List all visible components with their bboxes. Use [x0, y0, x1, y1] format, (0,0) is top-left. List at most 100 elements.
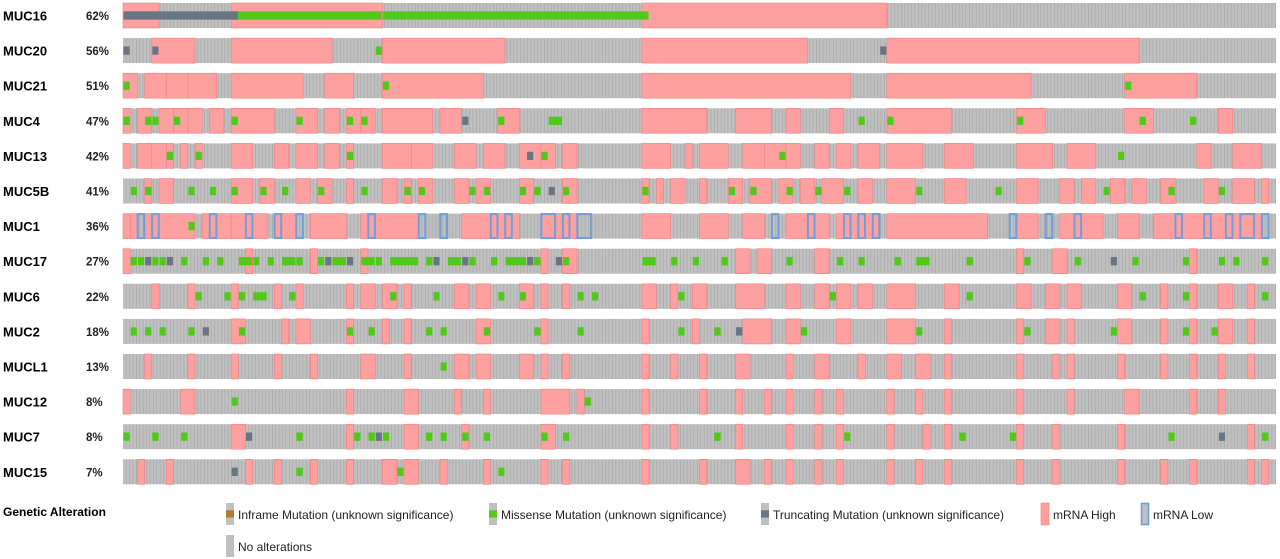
mrna-high-mark [165, 72, 189, 99]
missense-mark [267, 257, 274, 266]
mrna-high-mark [483, 388, 491, 415]
missense-mark [563, 257, 570, 266]
missense-mark [714, 432, 721, 441]
mrna-high-mark [944, 178, 967, 204]
mrna-high-mark [742, 213, 765, 239]
alteration-percent: 51% [86, 81, 109, 93]
missense-mark [519, 292, 527, 301]
truncating-mark [527, 151, 534, 161]
mrna-high-mark [144, 72, 167, 99]
mrna-high-mark [670, 353, 679, 380]
missense-mark [966, 257, 973, 266]
mrna-high-mark [295, 318, 311, 345]
mrna-high-mark [540, 283, 549, 310]
mrna-high-mark [317, 178, 333, 204]
mrna-high-mark [641, 353, 650, 380]
mrna-high-mark [944, 388, 953, 415]
missense-mark [282, 257, 296, 266]
mrna-high-mark [641, 213, 671, 239]
mrna-high-mark [1246, 423, 1255, 450]
missense-mark [368, 432, 375, 441]
missense-mark [483, 186, 491, 196]
mrna-high-mark [836, 458, 844, 485]
mrna-high-mark [1246, 318, 1255, 345]
missense-mark [195, 292, 202, 301]
mrna-high-mark [1045, 318, 1061, 345]
legend-label: mRNA Low [1153, 508, 1213, 522]
mrna-high-mark [699, 353, 708, 380]
mrna-high-mark [1246, 283, 1255, 310]
gene-label: MUC13 [3, 149, 47, 164]
mrna-high-mark [886, 423, 895, 450]
mrna-high-mark [360, 353, 376, 380]
mrna-high-mark [158, 108, 174, 134]
missense-mark [159, 327, 166, 336]
missense-mark [469, 186, 476, 196]
missense-mark [721, 257, 728, 266]
mrna-high-mark [180, 388, 196, 415]
mrna-high-mark [641, 318, 650, 345]
missense-mark [483, 432, 491, 441]
mrna-high-mark [540, 353, 549, 380]
mrna-high-mark [785, 388, 794, 415]
missense-mark [1233, 257, 1240, 266]
legend-swatch-none [226, 535, 234, 557]
mrna-high-mark [641, 108, 708, 134]
mrna-high-mark [1232, 178, 1255, 204]
mrna-high-mark [886, 458, 895, 485]
missense-mark [1139, 116, 1146, 125]
truncating-mark [145, 257, 152, 266]
mrna-high-mark [497, 108, 520, 134]
mrna-high-mark [540, 423, 556, 450]
mrna-high-mark [187, 283, 196, 310]
mrna-high-mark [1124, 388, 1140, 415]
mrna-high-mark [836, 423, 844, 450]
gene-row-muc13: MUC13 42% [3, 143, 1276, 169]
alteration-percent: 62% [86, 11, 109, 23]
mrna-high-mark [382, 283, 398, 310]
mrna-high-mark [785, 423, 794, 450]
legend-label: No alterations [238, 540, 312, 554]
mrna-high-mark [540, 213, 578, 239]
mrna-high-mark [886, 108, 953, 134]
truncating-mark [880, 46, 887, 55]
gene-label: MUC17 [3, 254, 47, 269]
gene-row-mucl1: MUCL1 13% [3, 353, 1276, 380]
gene-row-muc16: MUC16 62% [3, 2, 1276, 29]
mrna-high-mark [1066, 318, 1075, 345]
missense-mark [159, 257, 166, 266]
missense-mark [238, 292, 246, 301]
mrna-high-mark [814, 353, 830, 380]
mrna-high-mark [483, 458, 491, 485]
mrna-high-mark [778, 178, 794, 204]
mrna-low-mark [489, 213, 499, 240]
missense-mark [1103, 186, 1110, 196]
missense-mark [844, 186, 851, 196]
missense-mark [1168, 432, 1175, 441]
mrna-high-mark [1052, 248, 1068, 274]
missense-mark [390, 292, 397, 301]
missense-mark [296, 432, 303, 441]
mrna-high-mark [151, 283, 160, 310]
missense-mark [469, 257, 476, 266]
missense-mark [534, 257, 541, 266]
mrna-high-mark [151, 37, 196, 64]
missense-mark [238, 327, 246, 336]
mrna-low-mark [439, 213, 448, 240]
missense-mark [375, 46, 382, 55]
mrna-high-mark [1160, 353, 1169, 380]
mrna-high-mark [1066, 388, 1075, 415]
truncating-mark [375, 432, 382, 441]
mrna-high-mark [1160, 318, 1169, 345]
missense-mark [678, 292, 685, 301]
mrna-high-mark [403, 353, 412, 380]
missense-mark [858, 116, 865, 125]
mrna-high-mark [454, 353, 470, 380]
missense-mark [361, 186, 368, 196]
missense-mark [130, 186, 137, 196]
mrna-high-mark [324, 143, 340, 169]
missense-mark [887, 116, 894, 125]
mrna-high-mark [346, 458, 354, 485]
mrna-high-mark [886, 72, 1032, 99]
alteration-percent: 36% [86, 222, 109, 234]
